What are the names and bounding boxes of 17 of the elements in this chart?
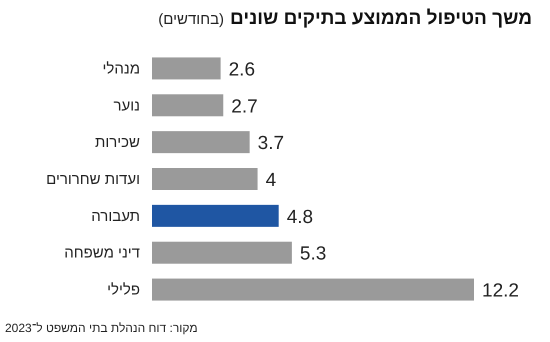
category-label: מנהלי bbox=[102, 60, 140, 78]
data-label: 4 bbox=[266, 170, 276, 191]
title: משך הטיפול הממוצע בתיקים שונים bbox=[230, 8, 532, 29]
category-label: שכירות bbox=[95, 134, 140, 152]
annotation: מקור: דוח הנהלת בתי המשפט ל־2023 bbox=[5, 321, 198, 335]
data-label: 4.8 bbox=[286, 206, 314, 228]
data-label: 2.6 bbox=[228, 59, 256, 80]
data-label: 3.7 bbox=[258, 133, 284, 154]
category-label: דיני משפחה bbox=[64, 244, 140, 262]
subtitle: (בחודשים) bbox=[158, 11, 224, 28]
data-label: 5.3 bbox=[300, 244, 326, 265]
data-label: 2.7 bbox=[231, 96, 258, 118]
data-label: 12.2 bbox=[482, 280, 519, 302]
category-label: פלילי bbox=[107, 282, 140, 299]
category-label: תעבורה bbox=[91, 208, 140, 225]
category-label: נוער bbox=[114, 97, 140, 114]
category-label: ועדות שחרורים bbox=[46, 171, 140, 188]
